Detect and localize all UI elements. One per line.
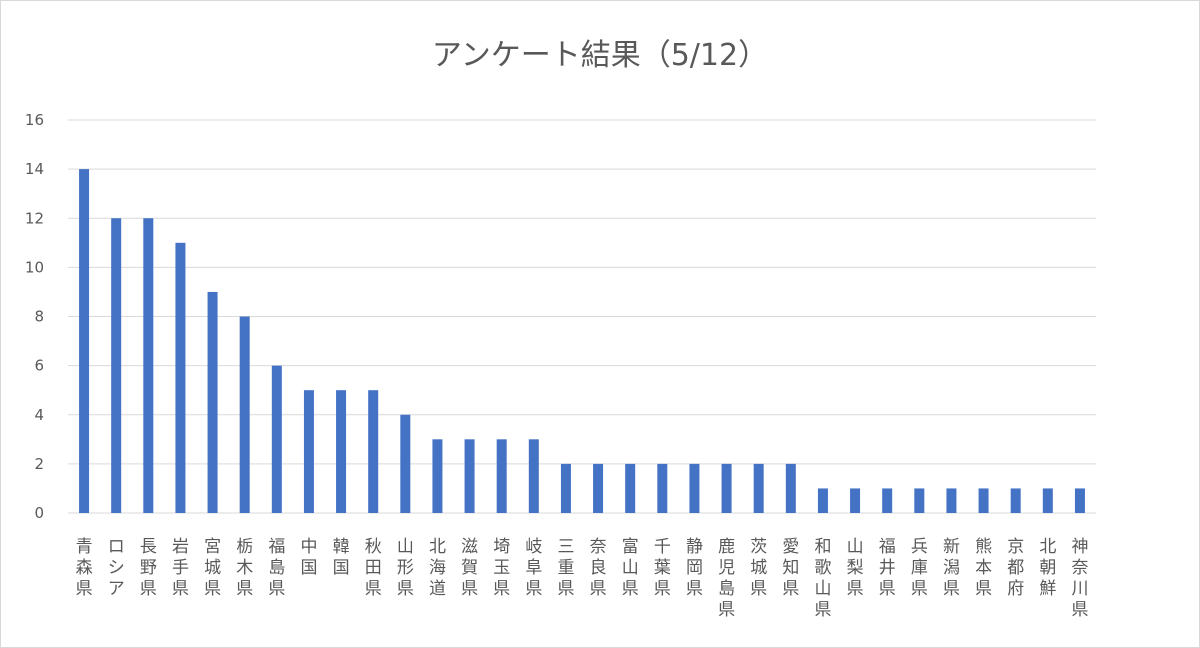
- x-category-label: 和歌山県: [814, 537, 831, 620]
- bar: [560, 463, 571, 513]
- bar: [79, 169, 90, 513]
- y-tick-label: 12: [25, 209, 44, 227]
- bar: [785, 463, 796, 513]
- x-category-label: 茨城県: [750, 537, 767, 599]
- bar: [143, 218, 154, 513]
- bar: [657, 463, 668, 513]
- bar: [432, 439, 443, 513]
- x-category-label: 奈良県: [590, 537, 607, 599]
- bar: [753, 463, 764, 513]
- bar: [978, 488, 989, 513]
- bar: [111, 218, 122, 513]
- x-category-label: 福井県: [879, 537, 896, 599]
- bar: [1074, 488, 1085, 513]
- x-category-label: 福島県: [268, 537, 285, 599]
- x-category-label: 千葉県: [654, 537, 671, 599]
- bar: [882, 488, 893, 513]
- x-category-label: 京都府: [1007, 537, 1024, 599]
- bar: [850, 488, 861, 513]
- bar: [271, 365, 282, 513]
- chart-title: アンケート結果（5/12）: [431, 38, 769, 73]
- x-category-label: 宮城県: [204, 537, 221, 599]
- x-category-label: 秋田県: [365, 537, 382, 599]
- x-category-label: 長野県: [140, 537, 157, 599]
- bar: [1010, 488, 1021, 513]
- y-tick-label: 2: [34, 455, 44, 473]
- x-category-label: 栃木県: [236, 537, 253, 599]
- bar: [464, 439, 475, 513]
- x-category-label: ロシア: [108, 537, 125, 599]
- bar: [817, 488, 828, 513]
- x-category-label: 岐阜県: [525, 537, 542, 599]
- bar: [593, 463, 604, 513]
- x-category-label: 神奈川県: [1071, 537, 1088, 620]
- x-category-label: 鹿児島県: [718, 537, 735, 620]
- y-tick-label: 6: [34, 357, 44, 375]
- x-category-label: 韓国: [333, 537, 350, 578]
- x-category-label: 北朝鮮: [1039, 537, 1056, 599]
- y-tick-label: 0: [34, 504, 44, 522]
- x-category-label: 静岡県: [686, 537, 703, 599]
- y-tick-label: 8: [34, 308, 44, 326]
- x-category-label: 新潟県: [943, 537, 960, 599]
- x-category-label: 兵庫県: [911, 537, 928, 599]
- x-category-label: 北海道: [429, 537, 446, 599]
- bar: [946, 488, 957, 513]
- y-tick-label: 16: [25, 111, 44, 129]
- bar: [239, 316, 250, 513]
- x-category-label: 滋賀県: [461, 537, 478, 599]
- bar: [496, 439, 507, 513]
- y-tick-label: 14: [25, 160, 44, 178]
- bar: [207, 291, 218, 513]
- bar: [175, 242, 186, 513]
- x-category-label: 岩手県: [172, 537, 189, 599]
- bar: [336, 390, 347, 513]
- bar: [625, 463, 636, 513]
- bar: [368, 390, 379, 513]
- bar: [303, 390, 314, 513]
- x-category-label: 山形県: [397, 537, 414, 599]
- bar: [721, 463, 732, 513]
- x-category-label: 山梨県: [847, 537, 864, 599]
- y-tick-label: 4: [34, 406, 44, 424]
- bar: [1042, 488, 1053, 513]
- x-category-label: 三重県: [557, 537, 574, 599]
- y-tick-label: 10: [25, 258, 44, 276]
- x-category-label: 愛知県: [782, 537, 799, 599]
- x-category-label: 熊本県: [975, 537, 992, 599]
- x-category-label: 青森県: [76, 537, 93, 599]
- bar: [528, 439, 539, 513]
- bar: [689, 463, 700, 513]
- x-category-label: 富山県: [622, 537, 639, 599]
- x-category-label: 中国: [300, 537, 317, 578]
- bar: [914, 488, 925, 513]
- bar: [400, 414, 411, 513]
- x-category-label: 埼玉県: [493, 537, 510, 599]
